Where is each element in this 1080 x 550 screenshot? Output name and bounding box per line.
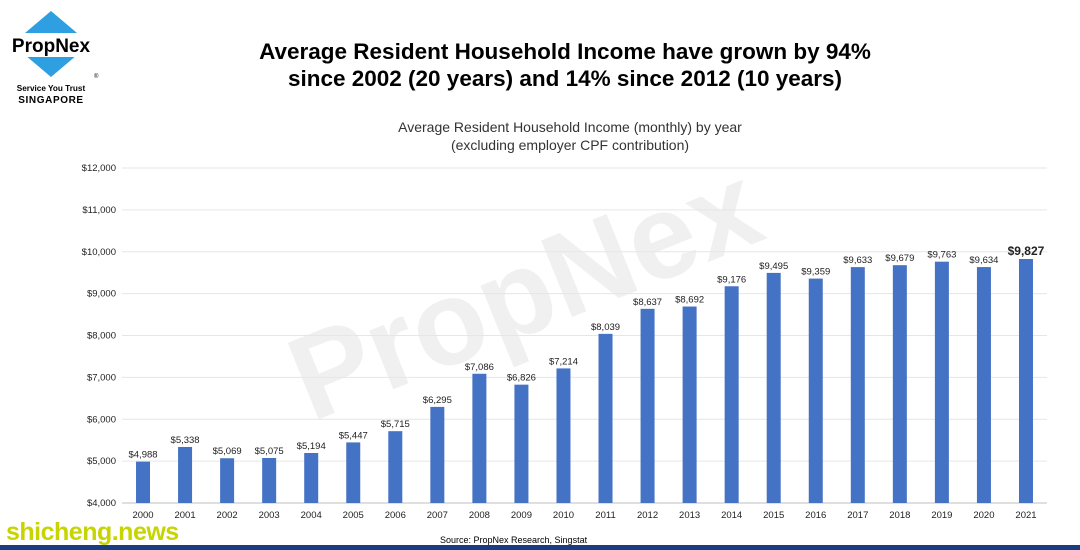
- x-tick-label: 2013: [679, 510, 700, 521]
- y-tick-label: $11,000: [82, 205, 116, 216]
- x-tick-label: 2006: [385, 510, 406, 521]
- data-label: $9,679: [885, 253, 914, 264]
- data-label: $5,715: [381, 419, 410, 430]
- gridlines: [122, 167, 1047, 504]
- data-label: $4,988: [128, 450, 157, 461]
- bar: [976, 267, 991, 503]
- bar: [808, 278, 823, 503]
- bar: [850, 267, 865, 503]
- x-tick-label: 2000: [132, 510, 153, 521]
- bar: [388, 431, 403, 503]
- data-label: $5,447: [339, 430, 368, 441]
- x-tick-label: 2007: [427, 510, 448, 521]
- y-tick-label: $10,000: [82, 247, 116, 258]
- data-label: $9,495: [759, 261, 788, 272]
- data-label: $9,827: [1008, 244, 1045, 258]
- bar: [346, 442, 361, 503]
- x-tick-label: 2011: [595, 510, 615, 521]
- logo-tagline: Service You Trust: [17, 84, 86, 93]
- bar: [136, 461, 151, 503]
- x-tick-label: 2015: [763, 510, 784, 521]
- logo-registered-mark: ®: [94, 73, 99, 80]
- x-axis-ticks: 2000 2001 2002 2003 2004 2005 2006 2007 2008 2009…: [132, 510, 1036, 521]
- data-label: $7,086: [465, 362, 494, 373]
- data-label: $5,338: [171, 435, 200, 446]
- x-tick-label: 2012: [637, 510, 658, 521]
- bar: [430, 406, 445, 503]
- data-label: $6,295: [423, 395, 452, 406]
- x-tick-label: 2018: [889, 510, 910, 521]
- y-tick-label: $9,000: [87, 289, 116, 300]
- y-tick-label: $7,000: [87, 372, 116, 383]
- x-tick-label: 2016: [805, 510, 826, 521]
- y-tick-label: $4,000: [87, 498, 116, 509]
- propnex-logo: PropNex ® Service You Trust SINGAPORE: [4, 11, 100, 106]
- data-label: $9,763: [927, 250, 956, 261]
- x-tick-label: 2008: [469, 510, 490, 521]
- bar: [304, 453, 319, 503]
- headline-line-1: Average Resident Household Income have g…: [259, 39, 871, 64]
- bar: [892, 265, 907, 503]
- x-tick-label: 2020: [973, 510, 994, 521]
- data-label: $7,214: [549, 356, 578, 367]
- data-label: $8,692: [675, 295, 704, 306]
- data-label: $6,826: [507, 373, 536, 384]
- data-labels: $4,988 $5,338 $5,069 $5,075 $5,194 $5,447 $5,7…: [128, 244, 1044, 461]
- bar: [598, 333, 613, 503]
- data-label: $9,633: [843, 255, 872, 266]
- bar: [682, 306, 697, 503]
- y-tick-label: $8,000: [87, 331, 116, 342]
- data-label: $9,176: [717, 274, 746, 285]
- y-axis-ticks: $4,000 $5,000 $6,000 $7,000 $8,000 $9,000 $10,…: [82, 163, 116, 509]
- data-label: $5,075: [255, 446, 284, 457]
- headline-line-2: since 2002 (20 years) and 14% since 2012…: [287, 66, 843, 91]
- bar: [1018, 258, 1033, 503]
- data-label: $9,634: [969, 255, 998, 266]
- x-tick-label: 2019: [931, 510, 952, 521]
- x-tick-label: 2014: [721, 510, 742, 521]
- bar: [220, 458, 235, 503]
- chart-title: Average Resident Household Income (month…: [398, 119, 742, 135]
- site-watermark: shicheng.news: [6, 518, 179, 546]
- x-tick-label: 2002: [217, 510, 238, 521]
- y-tick-label: $6,000: [87, 414, 116, 425]
- bar: [556, 368, 571, 503]
- bar: [472, 373, 487, 503]
- x-tick-label: 2017: [847, 510, 868, 521]
- bar: [514, 384, 529, 503]
- x-tick-label: 2010: [553, 510, 574, 521]
- data-label: $5,194: [297, 441, 326, 452]
- data-label: $8,039: [591, 322, 620, 333]
- chart-subtitle: (excluding employer CPF contribution): [450, 137, 690, 153]
- bar: [178, 446, 193, 503]
- x-tick-label: 2003: [259, 510, 280, 521]
- x-tick-label: 2001: [174, 510, 195, 521]
- logo-country: SINGAPORE: [18, 95, 83, 106]
- y-tick-label: $12,000: [82, 163, 116, 174]
- y-tick-label: $5,000: [87, 456, 116, 467]
- logo-name: PropNex: [12, 36, 91, 57]
- bars: [136, 258, 1033, 503]
- data-label: $5,069: [213, 446, 242, 457]
- bottom-rule: [0, 545, 1080, 550]
- bar: [262, 457, 277, 503]
- x-tick-label: 2021: [1015, 510, 1036, 521]
- bar: [934, 261, 949, 503]
- x-tick-label: 2005: [343, 510, 364, 521]
- x-tick-label: 2004: [301, 510, 322, 521]
- x-tick-label: 2009: [511, 510, 532, 521]
- data-label: $9,359: [801, 267, 830, 278]
- bar: [640, 308, 655, 503]
- source-note: Source: PropNex Research, Singstat: [440, 535, 588, 545]
- bar: [724, 286, 739, 503]
- bar: [766, 272, 781, 503]
- data-label: $8,637: [633, 297, 662, 308]
